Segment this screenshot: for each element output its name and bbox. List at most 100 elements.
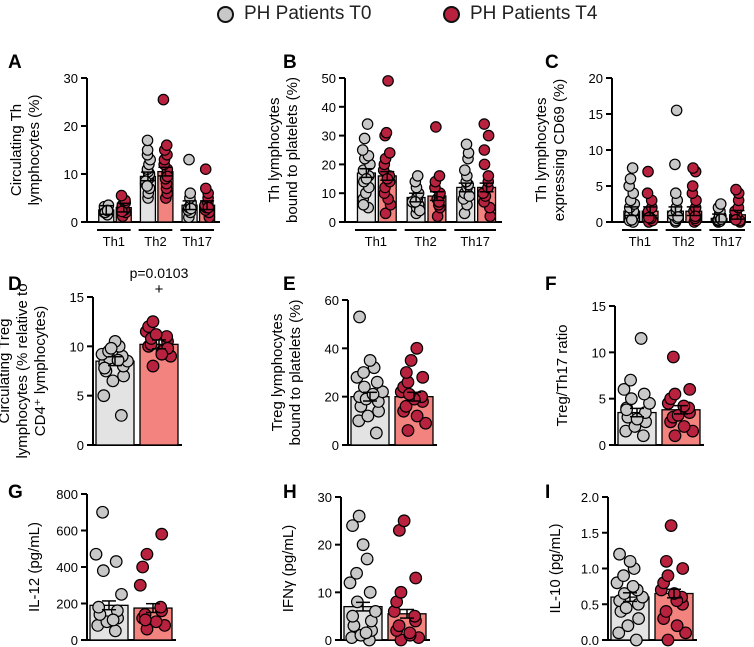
point-t0 (636, 429, 650, 443)
y-tick-label: 0.5 (581, 597, 599, 612)
point-t0 (350, 566, 363, 580)
x-tick-label: Th17 (712, 234, 742, 249)
panel-a: A Circulating Th lymphocytes (%) 0 10 20 30 Th1… (8, 52, 220, 249)
point-t4 (149, 328, 163, 341)
point-t4 (661, 569, 675, 583)
y-tick-label: 40 (325, 341, 339, 356)
point-t0 (104, 341, 118, 355)
point-t0 (617, 569, 630, 583)
y-tick-label: 0.0 (581, 633, 599, 647)
point-t0 (624, 392, 638, 406)
legend-item-t4: PH Patients T4 (443, 2, 597, 26)
point-t4 (419, 416, 433, 430)
point-t0 (672, 211, 684, 223)
point-t0 (109, 555, 123, 568)
point-t0 (96, 505, 109, 519)
point-t0 (369, 426, 383, 440)
point-t4 (403, 626, 417, 640)
panel-g: G IL-12 (pg/mL) 0 200 400 600 800 (8, 482, 176, 647)
point-t4 (199, 163, 212, 175)
y-tick-label: 10 (318, 585, 332, 600)
point-t0 (359, 626, 373, 640)
point-t4 (677, 420, 691, 433)
point-t0 (97, 389, 111, 403)
panel-b: B Th lymphocytes bound to platelets (%) 0 10… (266, 52, 502, 249)
point-t0 (356, 144, 369, 156)
point-t0 (460, 138, 473, 151)
y-tick-label: 0 (71, 215, 78, 230)
point-t0 (184, 187, 197, 199)
point-t0 (141, 134, 154, 147)
point-t4 (478, 118, 491, 130)
point-t4 (686, 180, 699, 192)
y-tick-label: 2.0 (581, 490, 599, 505)
point-t0 (613, 547, 626, 561)
point-t0 (363, 585, 377, 599)
point-t4 (383, 147, 396, 159)
y-tick-label: 30 (318, 490, 332, 505)
point-t4 (670, 619, 684, 633)
y-tick-label: 20 (318, 538, 332, 553)
point-t0 (620, 403, 633, 417)
y-tick-label: 0 (596, 215, 603, 230)
y-tick-label: 20 (589, 71, 603, 86)
panel-letter-e: E (283, 274, 296, 295)
y-tick-label: 10 (589, 143, 603, 158)
point-t0 (626, 579, 640, 593)
point-t4 (478, 144, 491, 156)
point-t4 (392, 619, 406, 633)
y-tick-label: 0 (71, 633, 78, 647)
y-tick-label: 60 (325, 293, 339, 308)
point-t0 (141, 180, 153, 192)
point-t4 (687, 162, 699, 174)
point-t0 (346, 519, 359, 532)
point-t0 (343, 576, 357, 590)
point-t0 (459, 164, 471, 176)
y-tick-label: 0 (332, 438, 339, 453)
y-tick-label: 15 (70, 290, 84, 305)
point-t4 (410, 409, 424, 423)
legend-label-t4: PH Patients T4 (470, 3, 598, 24)
y-tick-label: 600 (56, 524, 78, 539)
point-t0 (669, 187, 682, 199)
point-t0 (357, 198, 370, 211)
y-axis-label: lymphocytes (% relative to (14, 283, 31, 458)
point-t4 (683, 383, 697, 396)
point-t4 (478, 158, 491, 171)
point-t4 (408, 609, 422, 623)
y-tick-label: 1.5 (581, 526, 599, 541)
point-t0 (183, 153, 195, 166)
point-t4 (482, 170, 495, 182)
point-t0 (141, 144, 154, 156)
point-t0 (463, 190, 476, 202)
point-t4 (666, 350, 680, 364)
y-tick-label: 400 (56, 560, 78, 575)
y-tick-label: 0 (77, 438, 84, 453)
point-t0 (634, 332, 648, 345)
y-tick-label: 10 (592, 345, 606, 360)
y-axis-label: Th lymphocytes (533, 97, 550, 202)
point-t4 (730, 183, 742, 196)
legend-item-t0: PH Patients T0 (217, 2, 371, 26)
point-t4 (200, 182, 212, 195)
panel-d: D Circulating Treg lymphocytes (% relative… (0, 265, 189, 459)
point-t4 (397, 514, 411, 528)
point-t4 (641, 187, 654, 199)
point-t4 (416, 370, 430, 384)
y-axis-label: lymphocytes (%) (26, 95, 43, 206)
point-t0 (106, 613, 120, 627)
point-t4 (399, 366, 413, 379)
point-t4 (402, 387, 416, 401)
panel-letter-c: C (545, 52, 559, 73)
point-t0 (623, 554, 637, 568)
y-axis-label: expressing CD69 (%) (551, 79, 568, 222)
point-t4 (160, 139, 173, 151)
y-tick-label: 15 (589, 107, 603, 122)
point-t0 (352, 509, 366, 523)
point-t0 (108, 624, 122, 638)
y-axis-label: bound to platelets (%) (284, 77, 301, 223)
point-t0 (624, 373, 637, 387)
x-tick-label: Th1 (103, 234, 125, 249)
point-t0 (92, 600, 106, 614)
